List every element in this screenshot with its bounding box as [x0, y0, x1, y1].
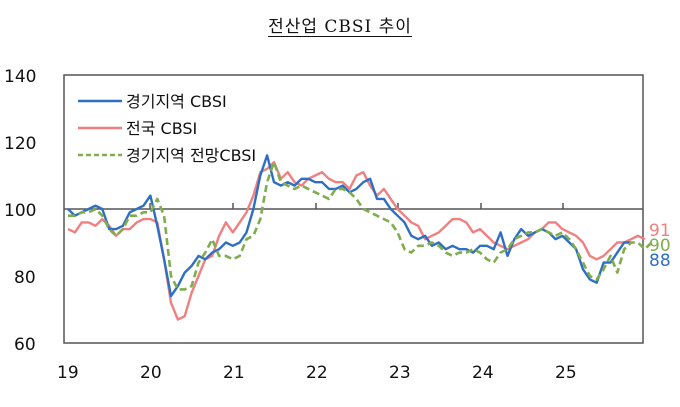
- legend-item-national-cbsi: 전국 CBSI: [78, 119, 197, 138]
- legend-item-gyeonggi-outlook-cbsi: 경기지역 전망CBSI: [78, 146, 256, 165]
- y-axis: 140 120 100 80 60: [4, 67, 36, 355]
- reference-line-100: [64, 203, 643, 210]
- x-tick-label: 20: [140, 363, 162, 383]
- x-tick-label: 23: [389, 363, 411, 383]
- x-tick-label: 22: [306, 363, 328, 383]
- legend-item-gyeonggi-cbsi: 경기지역 CBSI: [78, 92, 227, 111]
- series-gyeonggi-outlook-cbsi-line: [68, 160, 653, 291]
- x-axis: 19 20 21 22 23 24 25: [57, 363, 577, 383]
- chart-title: 전산업 CBSI 추이: [0, 12, 680, 37]
- y-tick-label: 80: [14, 268, 36, 288]
- end-label-outlook: 90: [649, 236, 671, 256]
- series-national-cbsi-line: [67, 160, 646, 321]
- x-tick-label: 21: [223, 363, 245, 383]
- x-tick-label: 24: [472, 363, 494, 383]
- x-tick-label: 25: [555, 363, 577, 383]
- legend-label: 경기지역 전망CBSI: [126, 146, 256, 165]
- y-tick-label: 140: [4, 67, 36, 87]
- end-label-gyeonggi: 88: [649, 251, 671, 271]
- y-tick-label: 100: [4, 201, 36, 221]
- x-tick-label: 19: [57, 363, 79, 383]
- end-label-national: 91: [649, 221, 671, 241]
- legend: 경기지역 CBSI 전국 CBSI 경기지역 전망CBSI: [78, 92, 256, 165]
- legend-label: 경기지역 CBSI: [126, 92, 227, 111]
- y-tick-label: 120: [4, 134, 36, 154]
- legend-label: 전국 CBSI: [126, 119, 197, 138]
- chart-title-text: 전산업 CBSI 추이: [268, 17, 412, 37]
- y-tick-label: 60: [14, 335, 36, 355]
